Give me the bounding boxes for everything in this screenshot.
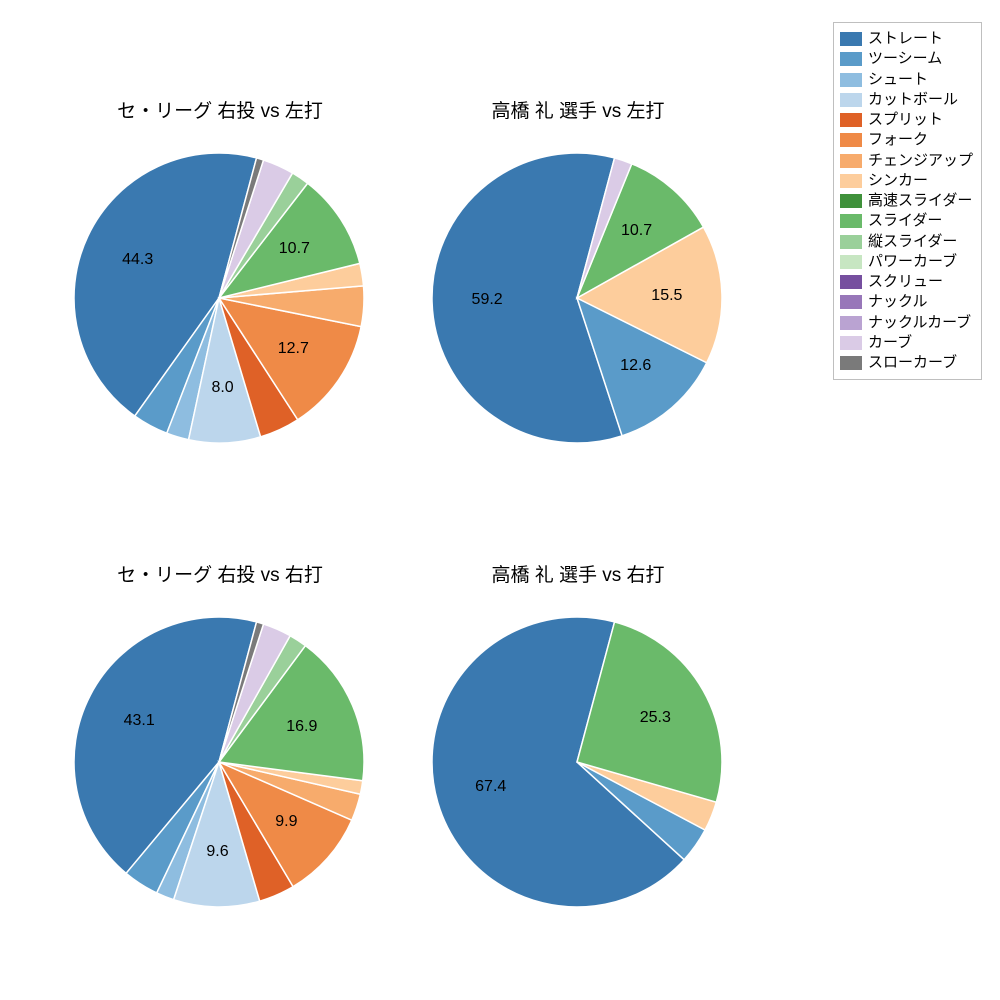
legend-label: ツーシーム	[868, 49, 942, 69]
slice-label-fork: 9.9	[275, 813, 297, 831]
legend-label: スプリット	[868, 110, 943, 130]
legend-item-knuckle: ナックル	[840, 292, 973, 312]
slice-straight	[432, 617, 684, 907]
legend-swatch	[840, 194, 862, 208]
slice-label-two_seam: 12.6	[620, 357, 651, 375]
slice-slow_curve	[219, 158, 264, 298]
legend-item-cutball: カットボール	[840, 90, 973, 110]
legend-item-fast_slider: 高速スライダー	[840, 191, 973, 211]
slice-straight	[432, 153, 622, 443]
slice-label-straight: 67.4	[475, 778, 506, 796]
chart-title-cl_rhp_vs_rhb: セ・リーグ 右投 vs 右打	[60, 560, 380, 587]
legend-label: カットボール	[868, 90, 958, 110]
legend-swatch	[840, 133, 862, 147]
slice-cutball	[189, 298, 261, 443]
legend-item-two_seam: ツーシーム	[840, 49, 973, 69]
legend: ストレートツーシームシュートカットボールスプリットフォークチェンジアップシンカー…	[833, 22, 982, 380]
legend-swatch	[840, 113, 862, 127]
legend-item-straight: ストレート	[840, 29, 973, 49]
slice-label-fork: 12.7	[278, 340, 309, 358]
legend-item-curve: カーブ	[840, 333, 973, 353]
slice-shoot	[157, 762, 219, 900]
legend-swatch	[840, 154, 862, 168]
slice-label-straight: 43.1	[124, 712, 155, 730]
legend-swatch	[840, 174, 862, 188]
slice-label-straight: 44.3	[122, 251, 153, 269]
legend-label: スクリュー	[868, 272, 943, 292]
legend-item-split: スプリット	[840, 110, 973, 130]
slice-sinker	[577, 762, 716, 830]
slice-slider	[219, 646, 364, 781]
legend-swatch	[840, 255, 862, 269]
legend-item-changeup: チェンジアップ	[840, 151, 973, 171]
slice-split	[219, 298, 298, 437]
slice-sinker	[577, 227, 722, 363]
legend-label: シンカー	[868, 171, 928, 191]
legend-label: 縦スライダー	[868, 232, 957, 252]
legend-label: スローカーブ	[868, 353, 957, 373]
legend-label: 高速スライダー	[868, 191, 972, 211]
legend-swatch	[840, 356, 862, 370]
legend-item-slow_curve: スローカーブ	[840, 353, 973, 373]
legend-item-fork: フォーク	[840, 130, 973, 150]
slice-two_seam	[126, 762, 219, 893]
legend-item-sinker: シンカー	[840, 171, 973, 191]
slice-sinker	[219, 263, 363, 298]
slice-two_seam	[577, 762, 705, 860]
slice-changeup	[219, 286, 364, 327]
slice-label-slider: 25.3	[640, 709, 671, 727]
slice-label-cutball: 8.0	[211, 379, 233, 397]
legend-label: シュート	[868, 70, 928, 90]
legend-item-v_slider: 縦スライダー	[840, 232, 973, 252]
legend-label: ストレート	[868, 29, 943, 49]
legend-item-screw: スクリュー	[840, 272, 973, 292]
legend-swatch	[840, 93, 862, 107]
legend-item-knuckle_curve: ナックルカーブ	[840, 313, 973, 333]
slice-v_slider	[219, 173, 308, 298]
legend-swatch	[840, 295, 862, 309]
legend-label: フォーク	[868, 130, 928, 150]
slice-v_slider	[219, 636, 305, 762]
slice-shoot	[167, 298, 219, 440]
slice-split	[219, 762, 293, 901]
chart-title-cl_rhp_vs_lhb: セ・リーグ 右投 vs 左打	[60, 96, 380, 123]
legend-item-slider: スライダー	[840, 211, 973, 231]
legend-label: カーブ	[868, 333, 912, 353]
slice-cutball	[174, 762, 260, 907]
slice-straight	[74, 617, 257, 873]
slice-fork	[219, 298, 361, 420]
figure: 44.3 8.0 12.7 10.7 セ・リーグ 右投 vs 左打 59.2 12.6 15.…	[0, 0, 1000, 1000]
slice-two_seam	[135, 298, 219, 433]
legend-swatch	[840, 275, 862, 289]
legend-label: スライダー	[868, 211, 942, 231]
legend-label: ナックルカーブ	[868, 313, 971, 333]
slice-curve	[219, 160, 293, 298]
chart-title-takahashi_vs_lhb: 高橋 礼 選手 vs 左打	[418, 96, 738, 123]
legend-swatch	[840, 73, 862, 87]
legend-label: ナックル	[868, 292, 928, 312]
legend-item-power_curve: パワーカーブ	[840, 252, 973, 272]
legend-swatch	[840, 32, 862, 46]
slice-changeup	[219, 762, 360, 820]
legend-swatch	[840, 316, 862, 330]
legend-label: パワーカーブ	[868, 252, 957, 272]
legend-item-shoot: シュート	[840, 70, 973, 90]
slice-label-straight: 59.2	[472, 291, 503, 309]
legend-swatch	[840, 214, 862, 228]
legend-label: チェンジアップ	[868, 151, 973, 171]
chart-title-takahashi_vs_rhb: 高橋 礼 選手 vs 右打	[418, 560, 738, 587]
slice-slow_curve	[219, 622, 264, 762]
slice-sinker	[219, 762, 363, 794]
slice-label-cutball: 9.6	[206, 843, 228, 861]
legend-swatch	[840, 235, 862, 249]
slice-label-slider: 10.7	[621, 222, 652, 240]
slice-label-slider: 10.7	[279, 240, 310, 258]
slice-label-sinker: 15.5	[651, 287, 682, 305]
slice-curve	[219, 624, 290, 762]
slice-straight	[74, 153, 257, 416]
legend-swatch	[840, 52, 862, 66]
slice-label-slider: 16.9	[286, 718, 317, 736]
legend-swatch	[840, 336, 862, 350]
